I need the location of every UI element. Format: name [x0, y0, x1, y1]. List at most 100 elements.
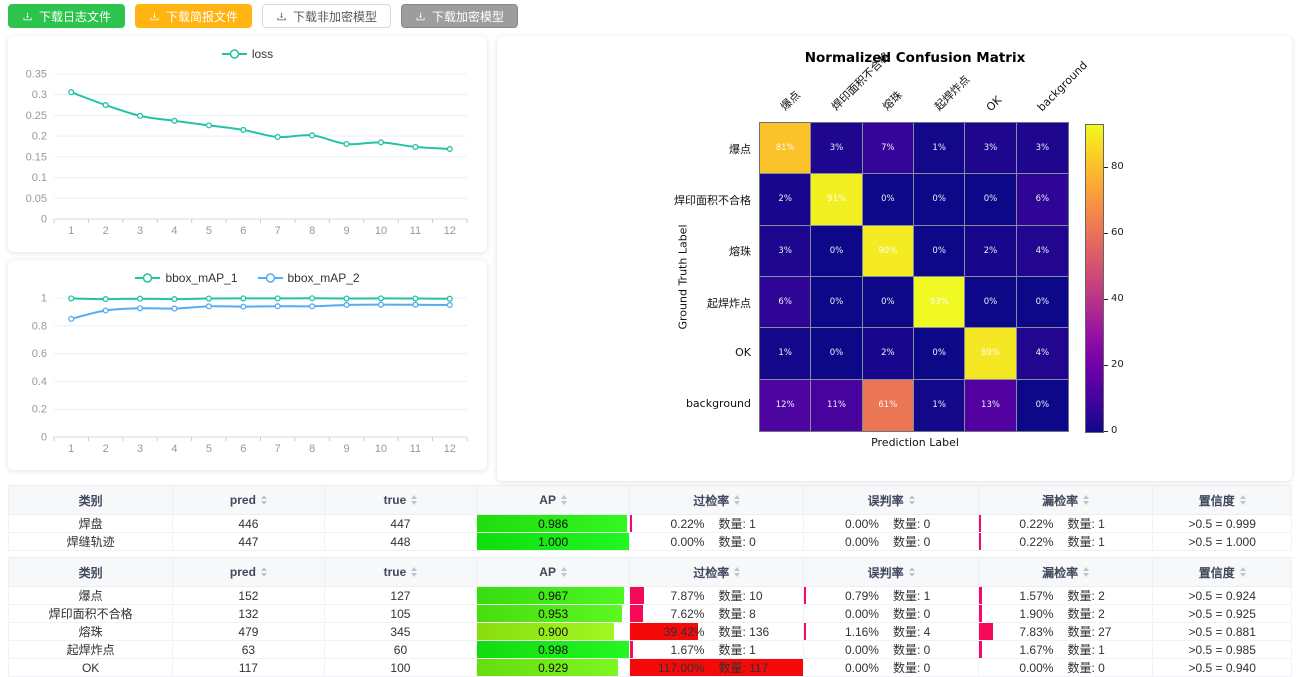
sort-carets-icon[interactable] — [908, 495, 915, 505]
pred-cell: 152 — [172, 586, 325, 605]
colorbar-tick — [1104, 232, 1108, 234]
sort-carets-icon[interactable] — [908, 567, 915, 577]
svg-text:0.4: 0.4 — [32, 376, 47, 388]
sort-carets-icon[interactable] — [1083, 495, 1090, 505]
ap-value: 0.929 — [538, 660, 569, 675]
overdetect-count: 数量: 0 — [718, 535, 756, 549]
ap-cell: 0.953 — [476, 604, 630, 623]
misjudge-count: 数量: 4 — [892, 625, 931, 639]
column-header-漏检率[interactable]: 漏检率 — [977, 485, 1154, 515]
overdetect-cell: 0.22% 数量: 1 — [628, 514, 805, 533]
sort-carets-icon[interactable] — [1083, 567, 1090, 577]
matrix-cell: 13% — [965, 379, 1017, 431]
column-header-pred[interactable]: pred — [172, 485, 325, 515]
download-log-button[interactable]: 下载日志文件 — [8, 4, 126, 28]
misjudge-rate: 1.16% — [844, 624, 879, 639]
sort-carets-icon[interactable] — [734, 567, 741, 577]
legend-item-bbox_mAP_2[interactable]: bbox_mAP_2 — [257, 271, 360, 285]
column-header-误判率[interactable]: 误判率 — [803, 485, 979, 515]
column-header-置信度[interactable]: 置信度 — [1152, 485, 1292, 515]
matrix-cell: 3% — [760, 225, 812, 277]
matrix-cell: 0% — [1016, 379, 1068, 431]
column-header-过检率[interactable]: 过检率 — [628, 485, 805, 515]
legend-line-marker-icon — [135, 273, 161, 283]
true-cell: 105 — [323, 604, 478, 623]
sort-carets-icon[interactable] — [411, 567, 418, 577]
colorbar-tick — [1104, 166, 1108, 168]
sort-carets-icon[interactable] — [260, 567, 267, 577]
map_chart: 00.20.40.60.811 2 3 4 5 6 7 8 9 10 11 12 — [32, 293, 468, 455]
pred-cell: 63 — [172, 640, 325, 659]
matrix-cell: 0% — [811, 225, 863, 277]
true-cell: 447 — [323, 514, 478, 533]
column-header-true[interactable]: true — [323, 557, 478, 587]
table-row: OK 117 100 0.929 117.00% 数量: 117 0.00% 数量: 0 0.0… — [7, 658, 1292, 677]
missdetect-rate: 1.57% — [1019, 588, 1054, 603]
svg-text:3: 3 — [137, 225, 143, 237]
missdetect-bar — [979, 515, 981, 532]
matrix-xlabel: Prediction Label — [871, 436, 959, 449]
column-header-AP[interactable]: AP — [476, 557, 630, 587]
sort-carets-icon[interactable] — [411, 495, 418, 505]
matrix-row-label: background — [685, 397, 751, 411]
column-header-漏检率[interactable]: 漏检率 — [977, 557, 1154, 587]
sort-carets-icon[interactable] — [560, 567, 567, 577]
loss-chart-card: loss 0 0.05 0.1 0.15 0.2 0.25 0.3 0.35 1 2 3 4 5 6 7 8 9 1… — [8, 36, 487, 252]
legend-item-loss[interactable]: loss — [221, 47, 273, 61]
missdetect-count: 数量: 27 — [1067, 625, 1112, 639]
misjudge-cell: 0.00% 数量: 0 — [803, 640, 979, 659]
misjudge-rate: 0.00% — [844, 660, 879, 675]
download-plain-model-button[interactable]: 下载非加密模型 — [262, 4, 392, 28]
column-label: pred — [229, 493, 256, 507]
column-header-pred[interactable]: pred — [172, 557, 325, 587]
matrix-col-label: 爆点 — [777, 88, 803, 114]
missdetect-count: 数量: 2 — [1067, 607, 1105, 621]
misjudge-count: 数量: 0 — [892, 607, 931, 621]
matrix-cell: 81% — [760, 123, 812, 175]
matrix-title: Normalized Confusion Matrix — [804, 50, 1026, 66]
column-header-AP[interactable]: AP — [476, 485, 630, 515]
matrix-row-label: 爆点 — [729, 142, 751, 156]
overdetect-count: 数量: 1 — [718, 643, 756, 657]
sort-carets-icon[interactable] — [260, 495, 267, 505]
table-row: 熔珠 479 345 0.900 39.42% 数量: 136 1.16% 数量: 4 7.83… — [7, 622, 1292, 641]
svg-text:2: 2 — [103, 225, 109, 237]
missdetect-cell: 0.00% 数量: 0 — [977, 658, 1154, 677]
column-header-置信度[interactable]: 置信度 — [1152, 557, 1292, 587]
column-header-true[interactable]: true — [323, 485, 478, 515]
matrix-cell: 2% — [862, 328, 914, 380]
sort-carets-icon[interactable] — [1239, 567, 1246, 577]
loss_chart: 00.050.10.150.20.250.30.351 2 3 4 5 6 7 8 9 10 11 1… — [26, 69, 468, 237]
column-header-误判率[interactable]: 误判率 — [803, 557, 979, 587]
chart-legend: loss — [16, 44, 479, 64]
column-label: 置信度 — [1198, 565, 1235, 580]
matrix-cell: 0% — [1016, 276, 1068, 329]
colorbar-tick-label: 20 — [1111, 358, 1124, 370]
ap-cell: 0.900 — [476, 622, 630, 641]
missdetect-rate: 1.67% — [1019, 642, 1054, 657]
sort-carets-icon[interactable] — [560, 495, 567, 505]
matrix-cell: 0% — [862, 276, 914, 329]
download-encrypted-model-button[interactable]: 下载加密模型 — [401, 4, 519, 28]
category-cell: 焊缝轨迹 — [7, 532, 174, 551]
column-header-过检率[interactable]: 过检率 — [628, 557, 805, 587]
ap-cell: 0.986 — [476, 514, 630, 533]
misjudge-count: 数量: 0 — [892, 661, 931, 675]
category-cell: 爆点 — [7, 586, 174, 605]
svg-text:2: 2 — [103, 443, 109, 455]
category-cell: OK — [7, 658, 174, 677]
legend-item-bbox_mAP_1[interactable]: bbox_mAP_1 — [135, 271, 238, 285]
missdetect-cell: 0.22% 数量: 1 — [977, 532, 1154, 551]
sort-carets-icon[interactable] — [734, 495, 741, 505]
matrix-cell: 1% — [913, 379, 966, 431]
misjudge-count: 数量: 0 — [892, 643, 931, 657]
svg-text:9: 9 — [343, 443, 349, 455]
matrix-cell: 7% — [862, 123, 914, 175]
column-label: AP — [539, 493, 556, 507]
pred-cell: 132 — [172, 604, 325, 623]
download-brief-button[interactable]: 下载简报文件 — [135, 4, 253, 28]
svg-text:4: 4 — [171, 443, 177, 455]
svg-text:1: 1 — [68, 225, 74, 237]
map-chart-card: bbox_mAP_1 bbox_mAP_2 0 0.2 0.4 0.6 0.8 1 1 2 3 4 5 6… — [8, 260, 487, 470]
sort-carets-icon[interactable] — [1239, 495, 1246, 505]
